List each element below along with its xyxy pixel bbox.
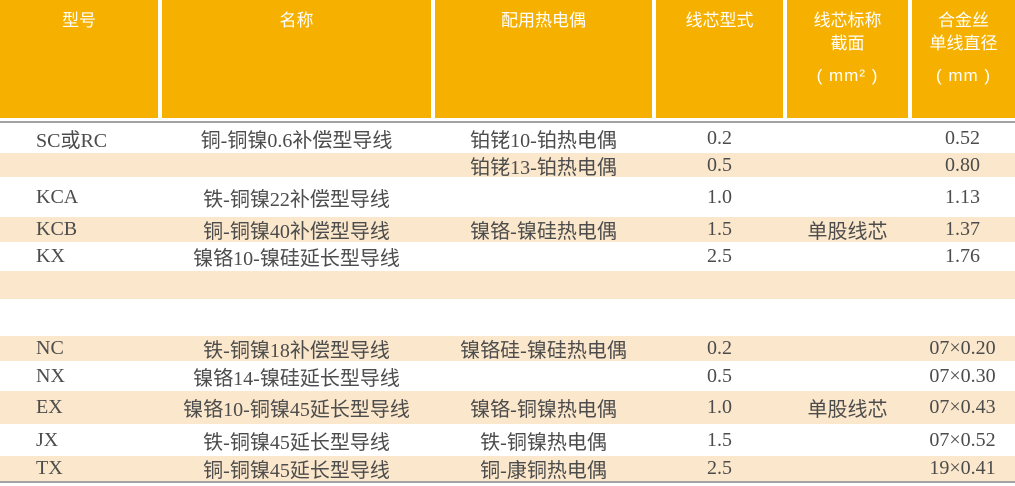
table-row: KCA 铁-铜镍22补偿型导线 1.0 1.13: [0, 177, 1015, 217]
cell-thermocouple: 铂铑13-铂热电偶: [470, 156, 617, 179]
table-header-row: 型号 名称 配用热电偶 线芯型式 线芯标称 截面 ( mm² ) 合金丝 单线直…: [0, 0, 1015, 118]
header-cell-thermocouple: 配用热电偶: [435, 0, 652, 118]
cell-core-form: 0.5: [707, 153, 732, 176]
cell-model: TX: [36, 457, 63, 479]
cell-diameter: 07×0.43: [929, 396, 996, 418]
cell-name: 镍铬14-镍硅延长型导线: [193, 367, 400, 390]
cell-diameter: 1.13: [945, 185, 980, 208]
table-row: KX 镍铬10-镍硅延长型导线 2.5 1.76: [0, 242, 1015, 271]
header-cell-model: 型号: [0, 0, 158, 118]
cell-core-form: 2.5: [707, 457, 732, 479]
cell-core-form: 1.5: [707, 218, 732, 240]
cell-name: 镍铬10-镍硅延长型导线: [193, 248, 400, 270]
cell-diameter: 0.80: [945, 153, 980, 176]
cell-diameter: 0.52: [945, 126, 980, 149]
header-divider-line: [0, 121, 1015, 123]
cell-core-form: 0.5: [707, 364, 732, 387]
cell-thermocouple: 镍铬-铜镍热电偶: [470, 399, 617, 421]
header-label: 线芯标称: [813, 11, 882, 30]
cell-diameter: 07×0.20: [929, 337, 996, 359]
cell-diameter: 07×0.30: [929, 364, 996, 387]
header-label: 合金丝: [938, 11, 989, 30]
table-row: 铂铑13-铂热电偶 0.5 0.80: [0, 153, 1015, 179]
table-row: EX 镍铬10-铜镍45延长型导线 镍铬-铜镍热电偶 1.0 单股线芯 07×0…: [0, 391, 1015, 424]
cell-core-form: 0.2: [707, 337, 732, 359]
spacer-row: [0, 299, 1015, 336]
spacer-row: [0, 271, 1015, 299]
cell-diameter: 07×0.52: [929, 428, 996, 451]
cell-model: SC或RC: [36, 129, 108, 152]
cell-section: 单股线芯: [807, 399, 888, 421]
header-label: 线芯型式: [685, 11, 754, 30]
cell-model: EX: [36, 396, 63, 418]
cell-diameter: 19×0.41: [929, 457, 996, 479]
table-bottom-line: [0, 481, 1015, 483]
table-row: KCB 铜-铜镍40补偿型导线 镍铬-镍硅热电偶 1.5 单股线芯 1.37: [0, 217, 1015, 243]
header-label-line2: 单线直径: [929, 34, 998, 53]
table-body: SC或RC 铜-铜镍0.6补偿型导线 铂铑10-铂热电偶 0.2 0.52 铂铑…: [0, 123, 1015, 482]
cell-core-form: 1.0: [707, 396, 732, 418]
header-cell-core-form: 线芯型式: [656, 0, 783, 118]
header-cell-section: 线芯标称 截面 ( mm² ): [787, 0, 908, 118]
cell-name: 铁-铜镍45延长型导线: [203, 431, 390, 454]
header-cell-diameter: 合金丝 单线直径 ( mm ): [912, 0, 1015, 118]
cell-thermocouple: 铂铑10-铂热电偶: [470, 129, 617, 152]
cell-model: KX: [36, 245, 65, 267]
cell-name: 铁-铜镍18补偿型导线: [203, 340, 390, 362]
cell-model: KCA: [36, 185, 79, 208]
header-label: 型号: [62, 11, 96, 30]
cell-name: 镍铬10-铜镍45延长型导线: [183, 399, 410, 421]
table-row: TX 铜-铜镍45延长型导线 铜-康铜热电偶 2.5 19×0.41: [0, 456, 1015, 482]
cell-name: 铜-铜镍0.6补偿型导线: [200, 129, 393, 152]
cell-thermocouple: 镍铬-镍硅热电偶: [470, 221, 617, 243]
cell-diameter: 1.76: [945, 245, 980, 267]
table-row: NX 镍铬14-镍硅延长型导线 0.5 07×0.30: [0, 361, 1015, 391]
cell-diameter: 1.37: [945, 218, 980, 240]
header-label: 配用热电偶: [501, 11, 586, 30]
cell-core-form: 1.5: [707, 428, 732, 451]
cell-core-form: 2.5: [707, 245, 732, 267]
header-unit: ( mm² ): [816, 66, 879, 85]
header-unit: ( mm ): [935, 66, 992, 85]
cell-core-form: 0.2: [707, 126, 732, 149]
cell-model: KCB: [36, 218, 78, 240]
cell-model: NC: [36, 337, 64, 359]
cell-model: JX: [36, 428, 59, 451]
cell-thermocouple: 铁-铜镍热电偶: [480, 431, 607, 454]
cell-name: 铜-铜镍45延长型导线: [203, 460, 390, 482]
table-row: JX 铁-铜镍45延长型导线 铁-铜镍热电偶 1.5 07×0.52: [0, 424, 1015, 456]
header-label: 名称: [279, 11, 314, 30]
table-row: SC或RC 铜-铜镍0.6补偿型导线 铂铑10-铂热电偶 0.2 0.52: [0, 123, 1015, 153]
table-row: NC 铁-铜镍18补偿型导线 镍铬硅-镍硅热电偶 0.2 07×0.20: [0, 336, 1015, 362]
header-label-line2: 截面: [830, 34, 865, 53]
cell-name: 铜-铜镍40补偿型导线: [203, 221, 390, 243]
cell-section: 单股线芯: [807, 221, 888, 243]
cell-name: 铁-铜镍22补偿型导线: [203, 188, 390, 211]
cell-thermocouple: 铜-康铜热电偶: [480, 460, 607, 482]
cell-model: NX: [36, 364, 65, 387]
header-cell-name: 名称: [162, 0, 431, 118]
cell-core-form: 1.0: [707, 185, 732, 208]
cell-thermocouple: 镍铬硅-镍硅热电偶: [460, 340, 627, 362]
